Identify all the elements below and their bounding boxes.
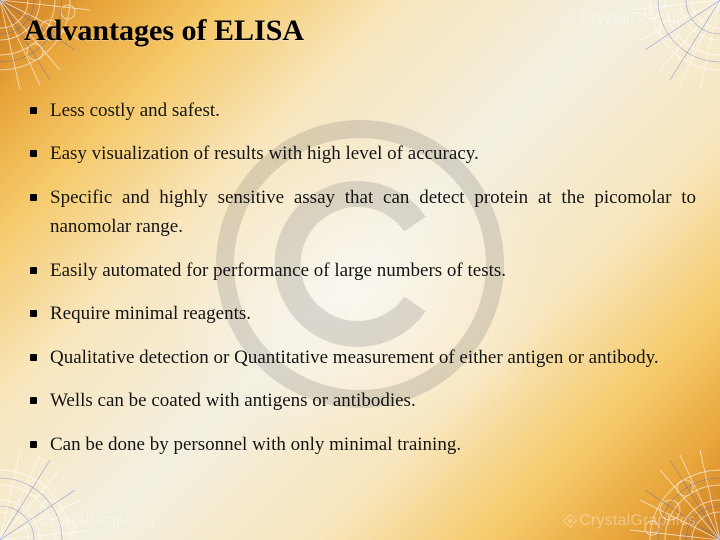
slide: CrystalGraphics CrystalGraphics CrystalG… [0, 0, 720, 540]
list-item: Easy visualization of results with high … [24, 139, 696, 168]
list-item: Specific and highly sensitive assay that… [24, 183, 696, 242]
list-item: Easily automated for performance of larg… [24, 256, 696, 285]
watermark-text-tr: CrystalGraphics [565, 10, 696, 28]
watermark-text-br: CrystalGraphics [565, 512, 696, 530]
bullet-list: Less costly and safest. Easy visualizati… [24, 96, 696, 459]
watermark-label: CrystalGraphics [579, 512, 696, 530]
list-item: Can be done by personnel with only minim… [24, 430, 696, 459]
watermark-label: CrystalGraphics [579, 10, 696, 28]
slide-body: Less costly and safest. Easy visualizati… [24, 96, 696, 510]
slide-title: Advantages of ELISA [24, 14, 304, 48]
watermark-logo-icon [22, 514, 36, 528]
watermark-logo-icon [563, 12, 577, 26]
watermark-logo-icon [563, 514, 577, 528]
watermark-text-bl: CrystalGraphics [24, 512, 155, 530]
list-item: Wells can be coated with antigens or ant… [24, 386, 696, 415]
list-item: Require minimal reagents. [24, 299, 696, 328]
list-item: Qualitative detection or Quantitative me… [24, 343, 696, 372]
watermark-label: CrystalGraphics [38, 512, 155, 530]
list-item: Less costly and safest. [24, 96, 696, 125]
